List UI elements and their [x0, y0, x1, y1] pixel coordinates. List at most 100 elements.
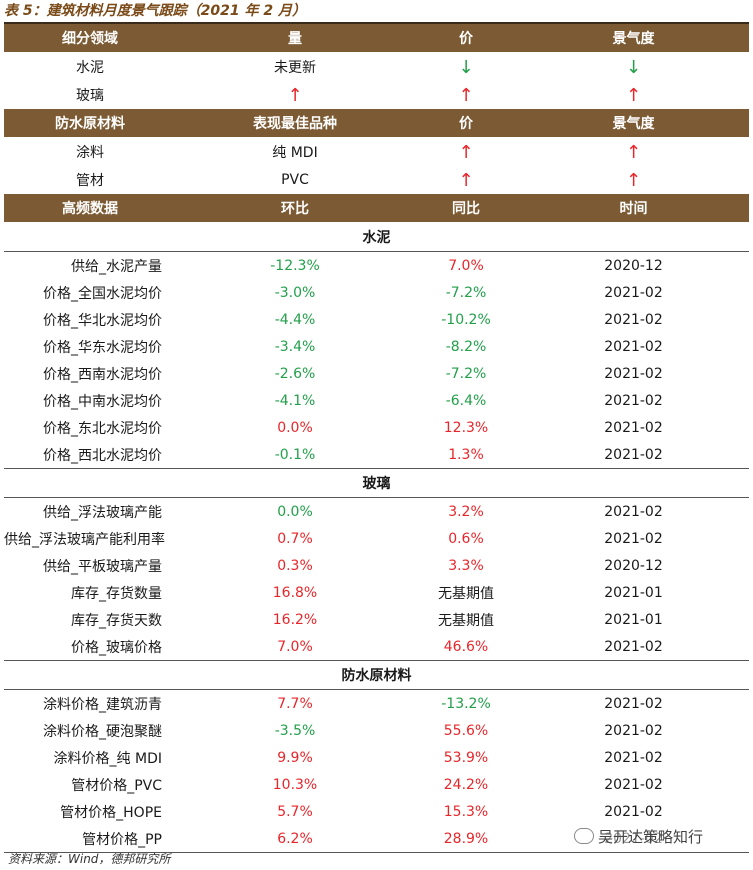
table-row: 库存_存货天数 16.2% 无基期值 2021-01: [4, 606, 749, 633]
table-row: 库存_存货数量 16.8% 无基期值 2021-01: [4, 579, 749, 606]
time-value: 2021-01: [604, 584, 663, 601]
indicator-name: 管材价格_PP: [4, 825, 176, 853]
time-value: 2021-02: [604, 365, 663, 382]
yoy-value: 46.6%: [443, 638, 489, 655]
mom-value: 0.0%: [277, 503, 313, 520]
time-value: 2021-02: [604, 638, 663, 655]
header-row-waterproof: 防水原材料 表现最佳品种价景气度: [4, 109, 749, 138]
table-row: 涂料价格_纯 MDI 9.9% 53.9% 2021-02: [4, 744, 749, 771]
yoy-value: 1.3%: [448, 446, 484, 463]
segment-row: 玻璃 ↑ ↑ ↑: [4, 81, 749, 109]
waterproof-row: 涂料 纯 MDI ↑ ↑: [4, 138, 749, 167]
mom-value: 10.3%: [272, 776, 318, 793]
table-row: 涂料价格_建筑沥青 7.7% -13.2% 2021-02: [4, 690, 749, 718]
yoy-value: 7.0%: [448, 257, 484, 274]
time-value: 2021-02: [604, 311, 663, 328]
section-title-row: 防水原材料: [4, 660, 749, 690]
mom-value: -3.4%: [274, 338, 316, 355]
title-rule: [4, 22, 749, 24]
tracking-table: 细分领域量价景气度 水泥 未更新 ↓ ↓ 玻璃 ↑ ↑ ↑ 防水原材料 表现最佳品种价景气度 涂料纯 …: [4, 24, 749, 853]
yoy-value: -7.2%: [445, 365, 487, 382]
yoy-value: 3.2%: [448, 503, 484, 520]
boom-arrow: ↓: [625, 56, 642, 78]
quantity-cell: 未更新: [274, 60, 316, 76]
yoy-value: 53.9%: [443, 749, 489, 766]
indicator-name: 供给_浮法玻璃产能: [43, 504, 162, 521]
indicator-name: 价格_玻璃价格: [71, 639, 162, 656]
indicator-name: 管材价格_HOPE: [60, 804, 162, 821]
time-value: 2021-02: [604, 338, 663, 355]
mom-value: -12.3%: [270, 257, 320, 274]
time-value: 2021-02: [604, 419, 663, 436]
boom-arrow: ↑: [625, 169, 642, 191]
yoy-value: -13.2%: [441, 695, 491, 712]
table-row: 管材价格_PVC 10.3% 24.2% 2021-02: [4, 771, 749, 798]
price-arrow: ↑: [458, 84, 474, 106]
table-row: 管材价格_PP6.2%28.9%2021-02: [4, 825, 749, 853]
header-cell: 环比: [176, 194, 414, 223]
yoy-value: 0.6%: [448, 530, 484, 547]
yoy-value: 无基期值: [438, 612, 494, 629]
time-value: 2021-02: [604, 392, 663, 409]
table-row: 价格_华东水泥均价 -3.4% -8.2% 2021-02: [4, 333, 749, 360]
yoy-value: -6.4%: [445, 392, 487, 409]
header-cell: 同比: [414, 194, 518, 223]
time-value: 2021-02: [604, 530, 663, 547]
indicator-name: 价格_西南水泥均价: [43, 366, 162, 383]
indicator-name: 价格_西北水泥均价: [43, 447, 162, 464]
watermark-text: 吴开达策略知行: [598, 828, 704, 846]
indicator-name: 价格_中南水泥均价: [43, 393, 162, 410]
mom-value: -4.4%: [274, 311, 316, 328]
yoy-value: -8.2%: [445, 338, 487, 355]
mom-value: 7.7%: [277, 695, 313, 712]
time-value: 2021-02: [604, 803, 663, 820]
yoy-value: -10.2%: [441, 311, 491, 328]
table-row: 价格_玻璃价格 7.0% 46.6% 2021-02: [4, 633, 749, 661]
section-title: 玻璃: [4, 468, 749, 498]
indicator-name: 价格_华东水泥均价: [43, 339, 162, 356]
section-title-row: 水泥: [4, 222, 749, 252]
time-value: 2021-02: [604, 446, 663, 463]
price-arrow: ↓: [458, 56, 474, 78]
mom-value: 9.9%: [277, 749, 313, 766]
indicator-name: 价格_东北水泥均价: [43, 420, 162, 437]
header-cell: 价: [414, 24, 518, 53]
header-cell: 高频数据: [4, 194, 176, 223]
yoy-value: 12.3%: [443, 419, 489, 436]
price-arrow: ↑: [458, 141, 474, 163]
mom-value: 0.7%: [277, 530, 313, 547]
table-row: 价格_西北水泥均价 -0.1% 1.3% 2021-02: [4, 441, 749, 469]
segment-name: 玻璃: [76, 88, 104, 104]
time-value: 2021-02: [604, 503, 663, 520]
header-cell: 时间: [518, 194, 749, 223]
indicator-name: 价格_华北水泥均价: [43, 312, 162, 329]
source-note: 资料来源：Wind，德邦研究所: [8, 852, 171, 866]
indicator-name: 供给_浮法玻璃产能利用率: [4, 531, 165, 548]
section-title-row: 玻璃: [4, 468, 749, 498]
mom-value: -3.0%: [274, 284, 316, 301]
header-cell: 表现最佳品种: [176, 109, 414, 138]
yoy-value: 28.9%: [414, 825, 518, 853]
yoy-value: 无基期值: [438, 585, 494, 602]
yoy-value: -7.2%: [445, 284, 487, 301]
indicator-name: 涂料价格_硬泡聚醚: [43, 723, 162, 740]
table-row: 价格_西南水泥均价 -2.6% -7.2% 2021-02: [4, 360, 749, 387]
quantity-cell: ↑: [287, 84, 303, 106]
segment-row: 水泥 未更新 ↓ ↓: [4, 53, 749, 82]
mom-value: 7.0%: [277, 638, 313, 655]
mom-value: 16.8%: [272, 584, 318, 601]
segment-name: 水泥: [76, 60, 104, 76]
boom-arrow: ↑: [625, 84, 642, 106]
time-value: 2021-02: [604, 776, 663, 793]
waterproof-row: 管材 PVC ↑ ↑: [4, 166, 749, 194]
indicator-name: 供给_平板玻璃产量: [43, 558, 162, 575]
table-row: 价格_华北水泥均价 -4.4% -10.2% 2021-02: [4, 306, 749, 333]
table-row: 价格_东北水泥均价 0.0% 12.3% 2021-02: [4, 414, 749, 441]
header-row-highfreq: 高频数据 环比 同比 时间: [4, 194, 749, 223]
indicator-name: 库存_存货数量: [71, 585, 162, 602]
section-title: 水泥: [4, 222, 749, 252]
best-variety: 纯 MDI: [272, 145, 318, 161]
mom-value: 16.2%: [272, 611, 318, 628]
material-name: 涂料: [76, 145, 104, 161]
table-row: 价格_中南水泥均价 -4.1% -6.4% 2021-02: [4, 387, 749, 414]
